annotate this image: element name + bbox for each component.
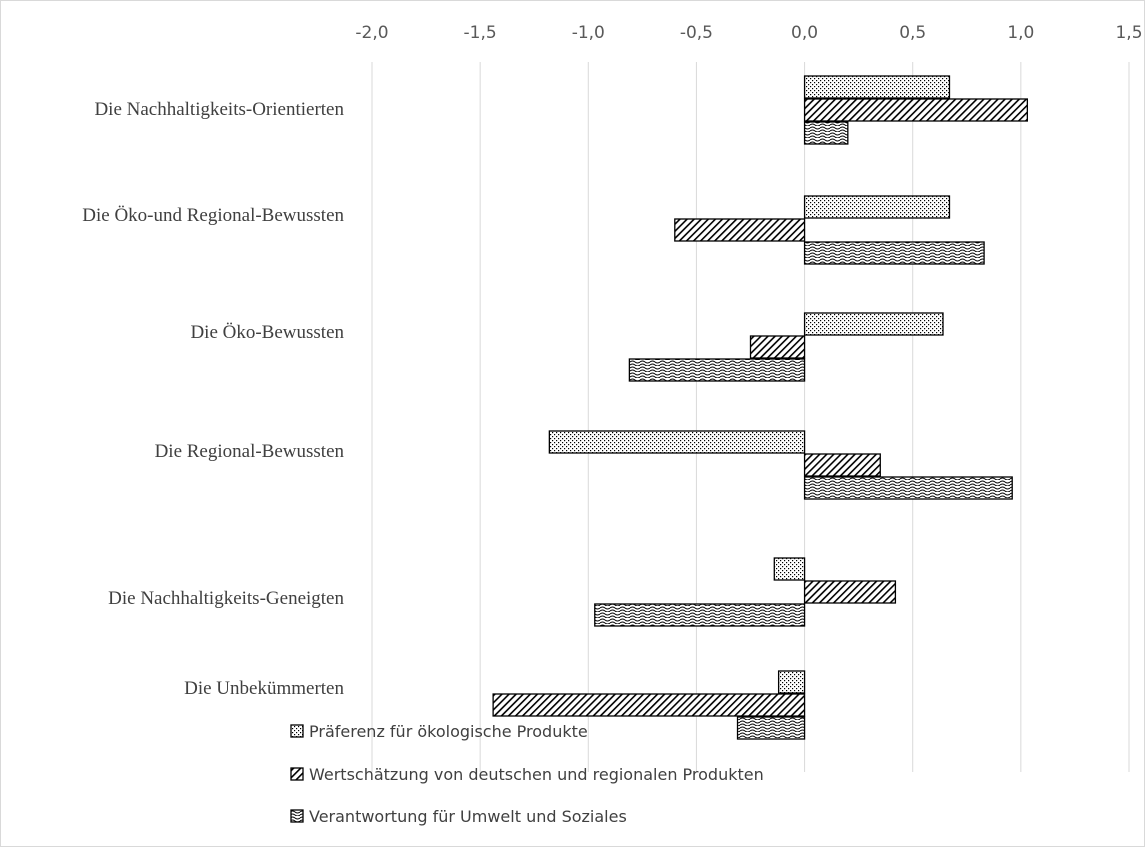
- bar: [803, 98, 1028, 122]
- bar: [803, 121, 849, 145]
- legend-label: Präferenz für ökologische Produkte: [309, 722, 588, 741]
- legend-swatch: [290, 724, 304, 738]
- x-tick-label: 0,5: [899, 23, 926, 43]
- x-tick-label: -1,5: [464, 23, 497, 43]
- x-tick-label: -1,0: [572, 23, 605, 43]
- bar: [594, 603, 806, 627]
- gridlines: [371, 62, 1130, 772]
- category-labels: Die Nachhaltigkeits-Orientierten Die Öko-…: [82, 99, 344, 699]
- bar: [803, 75, 951, 99]
- bar: [803, 453, 881, 477]
- x-tick-label: 1,5: [1115, 23, 1142, 43]
- legend: Präferenz für ökologische Produkte Wertsc…: [290, 722, 764, 826]
- bar: [803, 476, 1013, 500]
- category-label: Die Öko-Bewussten: [190, 322, 344, 343]
- bar: [803, 241, 985, 265]
- bar: [674, 218, 806, 242]
- x-tick-label: 0,0: [791, 23, 818, 43]
- x-tick-label: -2,0: [355, 23, 388, 43]
- bar: [777, 670, 806, 694]
- category-label: Die Regional-Bewussten: [155, 441, 345, 462]
- x-axis-ticks: -2,0 -1,5 -1,0 -0,5 0,0 0,5 1,0 1,5: [355, 23, 1142, 43]
- bar: [548, 430, 806, 454]
- legend-swatch: [290, 809, 304, 823]
- bar: [803, 312, 944, 336]
- bar: [492, 693, 806, 717]
- legend-swatch: [290, 767, 304, 781]
- category-label: Die Unbekümmerten: [184, 678, 344, 699]
- bar: [803, 195, 951, 219]
- x-tick-label: -0,5: [680, 23, 713, 43]
- bar: [736, 716, 806, 740]
- bar: [803, 580, 897, 604]
- category-label: Die Nachhaltigkeits-Geneigten: [108, 588, 344, 609]
- bar: [628, 358, 806, 382]
- legend-label: Wertschätzung von deutschen und regional…: [309, 765, 764, 784]
- category-label: Die Öko-und Regional-Bewussten: [82, 205, 344, 226]
- x-tick-label: 1,0: [1007, 23, 1034, 43]
- category-label: Die Nachhaltigkeits-Orientierten: [94, 99, 344, 120]
- bar: [773, 557, 806, 581]
- legend-label: Verantwortung für Umwelt und Soziales: [309, 807, 627, 826]
- bar: [749, 335, 806, 359]
- bars: [492, 75, 1028, 740]
